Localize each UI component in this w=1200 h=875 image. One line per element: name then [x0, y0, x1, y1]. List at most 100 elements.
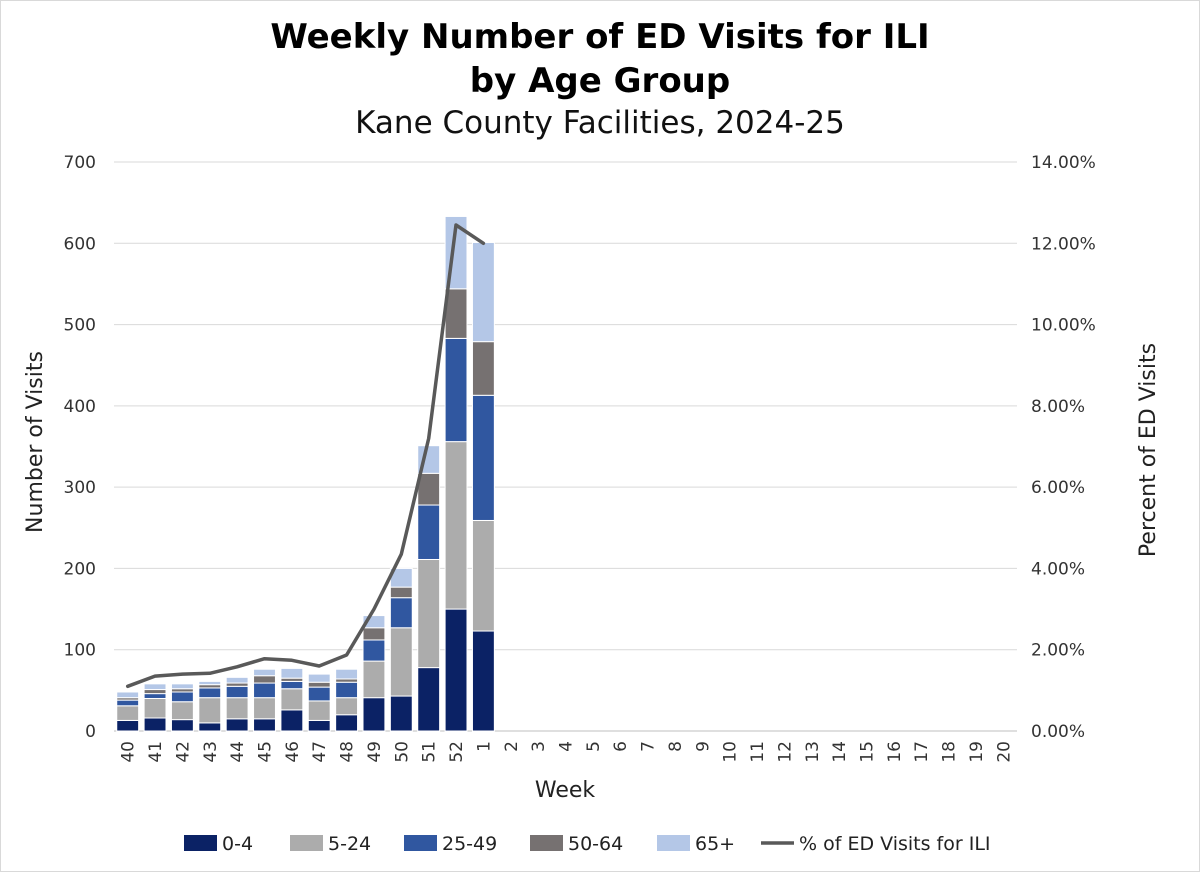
- bar-segment-5-24: [170, 701, 194, 721]
- x-tick-label: 8: [666, 741, 686, 752]
- bar-segment-25-49: [307, 686, 331, 702]
- bar-segment-0-4: [170, 719, 194, 732]
- bar-segment-0-4: [280, 709, 304, 732]
- bar-segment-50-64: [143, 689, 167, 695]
- x-tick-label: 43: [201, 741, 221, 763]
- bar-segment-0-4: [335, 714, 359, 732]
- legend-label: 50-64: [568, 833, 623, 855]
- legend-swatch-50-64: [530, 835, 563, 851]
- legend-swatch-25-49: [404, 835, 437, 851]
- y2-tick-label: 6.00%: [1031, 478, 1085, 498]
- bar-segment-5-24: [335, 697, 359, 716]
- x-tick-label: 18: [940, 741, 960, 763]
- bar-segment-25-49: [417, 504, 441, 560]
- bar-segment-65+: [143, 683, 167, 691]
- legend-label: % of ED Visits for ILI: [799, 833, 991, 855]
- bar-segment-65+: [253, 668, 276, 677]
- y-tick-label: 600: [64, 234, 96, 254]
- bar-segment-25-49: [362, 639, 386, 662]
- bar-segment-25-49: [335, 681, 359, 699]
- x-tick-label: 42: [173, 741, 193, 763]
- x-tick-label: 6: [611, 741, 631, 752]
- bar-segment-65+: [116, 691, 140, 699]
- x-tick-label: 19: [967, 741, 987, 763]
- bar-segment-0-4: [362, 697, 386, 732]
- y2-tick-label: 0.00%: [1031, 722, 1085, 742]
- chart-subtitle: Kane County Facilities, 2024-25: [355, 105, 845, 141]
- bar-segment-0-4: [417, 667, 441, 732]
- legend-label: 65+: [695, 833, 735, 855]
- y-tick-label: 400: [64, 397, 96, 417]
- percent-line: [125, 223, 486, 689]
- bar-segment-0-4: [307, 719, 331, 732]
- x-tick-label: 41: [146, 741, 166, 763]
- bar-segment-5-24: [362, 660, 386, 699]
- bar-segment-50-64: [471, 341, 495, 396]
- bar-segment-65+: [170, 683, 194, 690]
- bar-segment-0-4: [444, 608, 468, 732]
- x-tick-label: 16: [885, 741, 905, 763]
- bar-segment-5-24: [116, 705, 140, 721]
- bar-segment-25-49: [444, 337, 468, 443]
- y-tick-label: 500: [64, 316, 96, 336]
- x-tick-label: 11: [748, 741, 768, 763]
- bar-segment-25-49: [389, 597, 413, 629]
- bar-segment-65+: [307, 673, 331, 683]
- x-tick-label: 48: [338, 741, 358, 763]
- bar-segment-5-24: [198, 697, 222, 724]
- gridlines: [114, 161, 1017, 732]
- bar-segment-5-24: [253, 697, 276, 720]
- legend-label: 0-4: [222, 833, 253, 855]
- bar-segment-25-49: [198, 687, 222, 699]
- bar-segment-0-4: [116, 719, 140, 732]
- bar-segment-50-64: [253, 675, 276, 684]
- bar-segment-65+: [335, 668, 359, 680]
- bar-segment-5-24: [471, 519, 495, 632]
- legend: 0-4 5-24 25-49 50-64 65+ % of ED Visits for I…: [184, 833, 991, 855]
- bar-segment-5-24: [389, 627, 413, 697]
- bar-segment-25-49: [253, 682, 276, 699]
- bar-stacks: [116, 215, 495, 732]
- bar-segment-25-49: [225, 685, 249, 699]
- bar-segment-0-4: [253, 718, 276, 732]
- bar-segment-65+: [198, 680, 222, 686]
- x-tick-label: 44: [228, 741, 248, 763]
- bar-segment-5-24: [307, 700, 331, 721]
- x-tick-label: 5: [584, 741, 604, 752]
- x-tick-label: 9: [693, 741, 713, 752]
- bar-segment-5-24: [225, 697, 249, 720]
- bar-segment-50-64: [389, 586, 413, 599]
- bar-segment-65+: [225, 676, 249, 684]
- bar-segment-0-4: [389, 695, 413, 732]
- x-tick-label: 14: [830, 741, 850, 763]
- y2-tick-label: 2.00%: [1031, 641, 1085, 661]
- y-tick-label: 200: [64, 559, 96, 579]
- bar-segment-25-49: [116, 699, 140, 707]
- y-axis-ticks: 0 100 200 300 400 500 600 700: [64, 153, 96, 742]
- x-tick-label: 40: [119, 741, 139, 763]
- x-tick-label: 3: [529, 741, 549, 752]
- y-axis-title: Number of Visits: [23, 351, 48, 533]
- y-tick-label: 300: [64, 478, 96, 498]
- legend-label: 5-24: [328, 833, 371, 855]
- x-tick-label: 49: [365, 741, 385, 763]
- y2-tick-label: 14.00%: [1031, 153, 1096, 173]
- x-tick-label: 17: [912, 741, 932, 763]
- chart-title-line-1: Weekly Number of ED Visits for ILI: [270, 17, 929, 57]
- legend-label: 25-49: [442, 833, 497, 855]
- x-tick-label: 4: [557, 741, 577, 752]
- x-tick-label: 2: [502, 741, 522, 752]
- x-tick-label: 12: [775, 741, 795, 763]
- x-tick-label: 51: [420, 741, 440, 763]
- legend-swatch-65+: [657, 835, 690, 851]
- y-tick-label: 100: [64, 641, 96, 661]
- chart-title-line-2: by Age Group: [470, 61, 730, 101]
- bar-segment-5-24: [417, 558, 441, 669]
- bar-segment-0-4: [225, 718, 249, 732]
- x-tick-label: 45: [256, 741, 276, 763]
- x-tick-label: 50: [392, 741, 412, 763]
- bar-segment-0-4: [198, 722, 222, 732]
- x-axis-ticks: 40 41 42 43 44 45 46 47 48 49 50 51 52 1 2 3 4 5 6 7 8 9 10 11 1…: [119, 741, 1015, 763]
